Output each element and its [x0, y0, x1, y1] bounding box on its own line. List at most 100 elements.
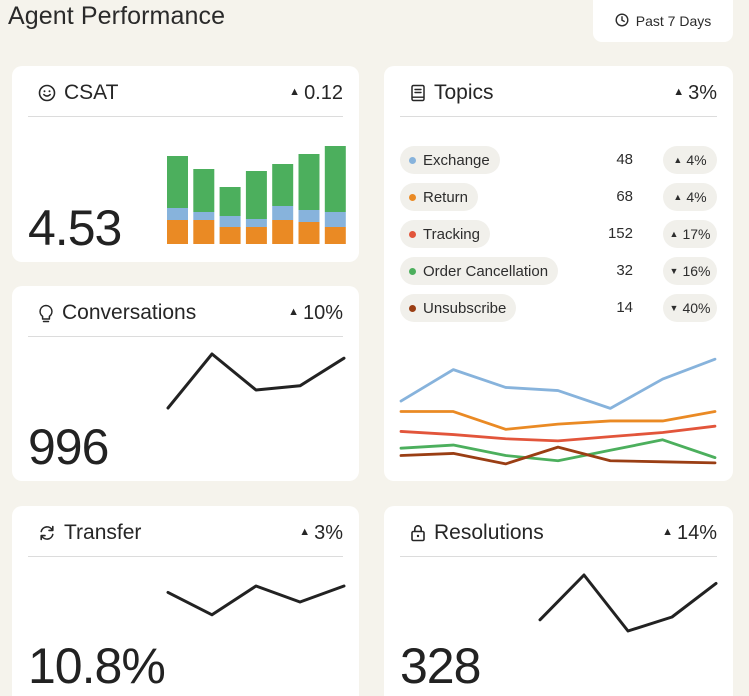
resolutions-delta-value: 14% — [676, 522, 717, 544]
csat-bar-orange — [219, 227, 241, 244]
csat-bar-green — [298, 154, 320, 210]
transfer-value: 10.8% — [28, 638, 166, 694]
transfer-trend-chart — [166, 584, 346, 617]
conversations-trend-chart — [166, 352, 346, 410]
csat-bar-green — [167, 156, 188, 208]
topic-series-return — [399, 410, 717, 431]
topic-change-value: 4% — [686, 152, 707, 168]
legend-dot — [409, 230, 416, 238]
csat-card-header: CSAT ▲ 0.12 — [28, 79, 343, 117]
csat-value: 4.53 — [28, 200, 122, 256]
topic-change: ▲ 4% — [663, 146, 717, 174]
conversations-delta-arrow: ▲ — [288, 305, 299, 318]
topics-delta: ▲ 3% — [673, 82, 717, 105]
conversations-delta: ▲ 10% — [288, 302, 343, 325]
topic-change: ▲ 17% — [663, 220, 717, 248]
topic-change: ▼ 16% — [663, 257, 717, 285]
transfer-delta: ▲ 3% — [299, 522, 343, 545]
resolutions-value: 328 — [400, 638, 481, 694]
resolutions-delta-arrow: ▲ — [662, 525, 673, 538]
csat-card[interactable]: CSAT ▲ 0.12 4.53 — [12, 66, 359, 262]
csat-bar-orange — [167, 220, 188, 244]
topic-series-order-cancellation — [399, 438, 717, 463]
conversations-card-header: Conversations ▲ 10% — [28, 299, 343, 337]
csat-bar-blue — [167, 208, 188, 220]
topic-change-value: 16% — [682, 263, 711, 279]
csat-bar-orange — [245, 227, 267, 244]
topic-name: Order Cancellation — [423, 262, 549, 280]
topic-name: Tracking — [423, 225, 480, 243]
transfer-card-header: Transfer ▲ 3% — [28, 519, 343, 557]
csat-bar-orange — [324, 227, 346, 244]
topic-count: 32 — [616, 262, 633, 279]
topic-change: ▼ 40% — [663, 294, 717, 322]
csat-bar-green — [219, 187, 241, 216]
topic-row[interactable]: Order Cancellation 32 ▼ 16% — [400, 257, 717, 287]
conversations-title-label: Conversations — [62, 301, 197, 324]
csat-title: CSAT — [38, 81, 118, 105]
resolutions-delta: ▲ 14% — [662, 522, 717, 545]
resolutions-title-label: Resolutions — [434, 521, 544, 544]
topic-series-unsubscribe — [399, 445, 717, 466]
topic-name: Exchange — [423, 151, 490, 169]
topic-row[interactable]: Tracking 152 ▲ 17% — [400, 220, 717, 250]
topic-count: 152 — [607, 225, 633, 242]
topic-label-exchange: Exchange — [400, 146, 500, 174]
resolutions-card[interactable]: Resolutions ▲ 14% 328 — [384, 506, 733, 696]
topic-change-arrow: ▼ — [669, 303, 679, 313]
csat-bar-orange — [298, 222, 320, 244]
topic-change-value: 4% — [686, 189, 707, 205]
legend-dot — [409, 267, 416, 275]
topic-count: 48 — [616, 151, 633, 168]
csat-bar-orange — [193, 220, 215, 244]
topic-change-arrow: ▲ — [669, 229, 679, 239]
csat-bar-blue — [324, 212, 346, 227]
topic-row[interactable]: Unsubscribe 14 ▼ 40% — [400, 294, 717, 324]
topic-count: 68 — [616, 188, 633, 205]
csat-bar-green — [245, 171, 267, 219]
csat-title-label: CSAT — [64, 81, 119, 104]
csat-bar-green — [272, 164, 294, 206]
resolutions-trend-line — [538, 573, 718, 633]
transfer-title: Transfer — [38, 521, 141, 545]
csat-delta-value: 0.12 — [304, 82, 343, 104]
csat-bar-orange — [272, 220, 294, 244]
topic-change-arrow: ▼ — [669, 266, 679, 276]
topic-label-unsubscribe: Unsubscribe — [400, 294, 517, 322]
conversations-delta-value: 10% — [302, 302, 343, 324]
csat-bar-green — [193, 169, 215, 212]
topic-change-value: 17% — [682, 226, 711, 242]
csat-bar-blue — [219, 216, 241, 227]
csat-delta-arrow: ▲ — [289, 85, 301, 98]
resolutions-title: Resolutions — [410, 521, 544, 545]
page-title: Agent Performance — [8, 2, 226, 30]
conversations-title: Conversations — [38, 301, 196, 325]
topics-title: Topics — [410, 81, 494, 105]
csat-bar-blue — [245, 219, 267, 227]
resolutions-trend-chart — [538, 573, 718, 633]
topic-series-exchange — [399, 357, 717, 410]
legend-dot — [409, 304, 416, 312]
topic-row[interactable]: Exchange 48 ▲ 4% — [400, 146, 717, 176]
topics-title-label: Topics — [434, 81, 494, 104]
transfer-card[interactable]: Transfer ▲ 3% 10.8% — [12, 506, 359, 696]
topic-row[interactable]: Return 68 ▲ 4% — [400, 183, 717, 213]
lock-icon — [410, 524, 426, 542]
topic-series-tracking — [399, 424, 717, 443]
date-range-button[interactable]: Past 7 Days — [593, 0, 733, 42]
clock-icon — [615, 12, 629, 30]
csat-bar-blue — [193, 212, 215, 220]
transfer-trend-line — [166, 584, 346, 617]
topic-change: ▲ 4% — [663, 183, 717, 211]
topic-change-arrow: ▲ — [673, 155, 683, 165]
topics-card[interactable]: Topics ▲ 3% Exchange 48 ▲ 4% Return 68 ▲ 4… — [384, 66, 733, 481]
csat-bar-blue — [298, 210, 320, 222]
topic-label-return: Return — [400, 183, 479, 211]
conversations-card[interactable]: Conversations ▲ 10% 996 — [12, 286, 359, 481]
topic-name: Unsubscribe — [423, 299, 507, 317]
csat-bar-green — [324, 146, 346, 212]
transfer-delta-arrow: ▲ — [299, 525, 311, 538]
topics-delta-arrow: ▲ — [673, 85, 685, 98]
legend-dot — [409, 193, 416, 201]
topics-line-chart — [399, 357, 717, 466]
